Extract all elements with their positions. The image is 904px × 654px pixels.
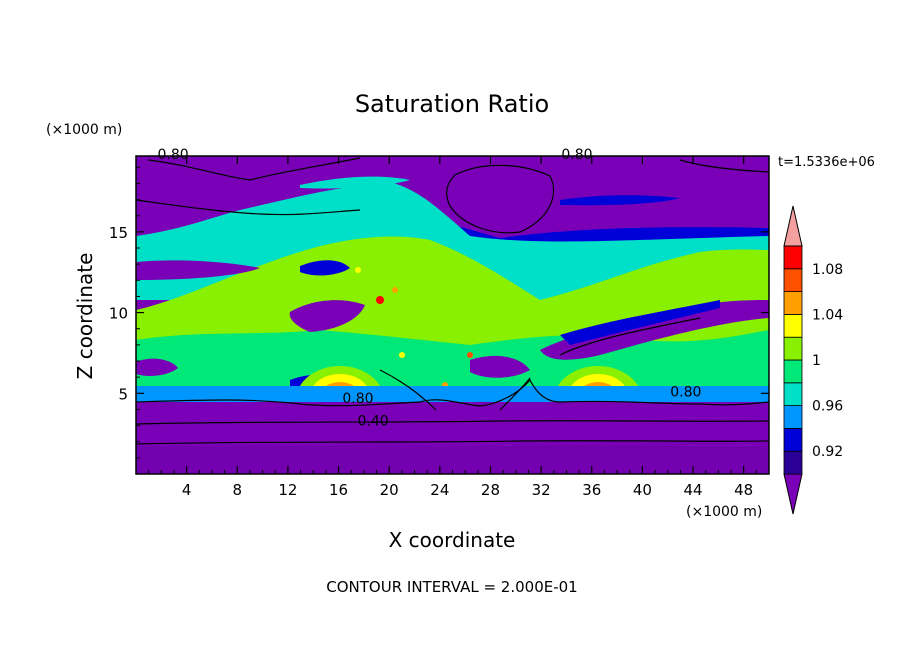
colorbar-band: [783, 268, 803, 292]
colorbar-band: [783, 382, 803, 406]
dry-pocket-2: [540, 300, 769, 360]
colorbar-band: [783, 336, 803, 361]
contour-line: [559, 317, 701, 356]
y-tick-label: 10: [109, 305, 128, 323]
dry-pocket-1: [289, 300, 365, 332]
colorbar-label: 0.96: [812, 399, 843, 415]
colorbar-label: 1: [812, 353, 821, 369]
contour-field: [136, 156, 769, 474]
y-tick-label: 5: [118, 385, 128, 403]
contour-line: [136, 199, 361, 216]
contour-label: 0.80: [561, 147, 592, 163]
contour-label: 0.80: [342, 391, 373, 407]
contour-line: [136, 440, 769, 445]
contour-label: 0.80: [670, 385, 701, 401]
dry-pocket-5: [300, 260, 350, 276]
y-unit-label: (×1000 m): [46, 122, 122, 138]
contour-line: [147, 157, 361, 181]
colorbar-band: [783, 450, 803, 475]
x-tick-label: 20: [380, 481, 399, 499]
cloud-base-blue: [136, 386, 769, 402]
x-tick-label: 48: [734, 481, 753, 499]
contour-lines: [136, 157, 769, 445]
y-axis-title: Z coordinate: [73, 253, 97, 380]
colorbar-band: [783, 291, 803, 315]
speckle: [355, 267, 361, 273]
contour-label: 0.40: [358, 414, 389, 430]
x-tick-label: 44: [683, 481, 702, 499]
colorbar-band: [783, 405, 803, 429]
colorbar-band: [783, 359, 803, 384]
upper-thin-cyan: [300, 176, 410, 189]
x-tick-label: 12: [278, 481, 297, 499]
colorbar-label: 1.08: [812, 262, 843, 278]
colorbar: 0.92 0.96 1 1.04 1.08: [783, 205, 843, 515]
colorbar-band: [783, 245, 803, 270]
upper-thin-blue: [560, 195, 680, 206]
contour-line: [499, 377, 531, 411]
colorbar-label: 1.04: [812, 307, 843, 323]
contour-labels: 0.80 0.80 0.80 0.40 0.80: [158, 147, 702, 430]
contour-line: [445, 164, 555, 234]
x-tick-label: 28: [481, 481, 500, 499]
x-axis-ticks: 4 8 12 16 20 24 28 32 36 40 44 48: [148, 156, 757, 499]
contour-label: 0.80: [158, 147, 189, 163]
contour-line: [379, 369, 437, 411]
colorbar-arrow-high: [783, 205, 803, 247]
dry-pocket-4: [136, 260, 260, 280]
time-label: t=1.5336e+06: [778, 155, 875, 170]
colorbar-band: [783, 427, 803, 452]
colorbar-label: 0.92: [812, 444, 843, 460]
x-axis-title: X coordinate: [389, 528, 516, 552]
x-tick-label: 4: [182, 481, 192, 499]
dry-pocket-3: [560, 300, 720, 345]
dry-pocket-6: [470, 355, 530, 378]
speckle: [467, 352, 473, 358]
speckle: [376, 296, 384, 304]
contour-line: [136, 378, 769, 407]
speckle: [392, 287, 398, 293]
speckle: [399, 352, 405, 358]
contour-line: [679, 159, 769, 173]
x-tick-label: 8: [233, 481, 243, 499]
x-tick-label: 16: [329, 481, 348, 499]
x-tick-label: 32: [532, 481, 551, 499]
contour-line: [136, 420, 769, 425]
x-tick-label: 24: [430, 481, 449, 499]
y-tick-label: 15: [109, 224, 128, 242]
x-tick-label: 36: [582, 481, 601, 499]
dry-pocket-7: [136, 358, 178, 376]
x-tick-label: 40: [633, 481, 652, 499]
chart-title: Saturation Ratio: [355, 90, 549, 118]
x-unit-label: (×1000 m): [686, 504, 762, 520]
colorbar-band: [783, 313, 803, 338]
contour-interval-footer: CONTOUR INTERVAL = 2.000E-01: [326, 578, 577, 596]
colorbar-arrow-low: [783, 473, 803, 515]
y-axis-ticks: 5 10 15: [109, 166, 769, 459]
surface-layer: [136, 446, 769, 474]
